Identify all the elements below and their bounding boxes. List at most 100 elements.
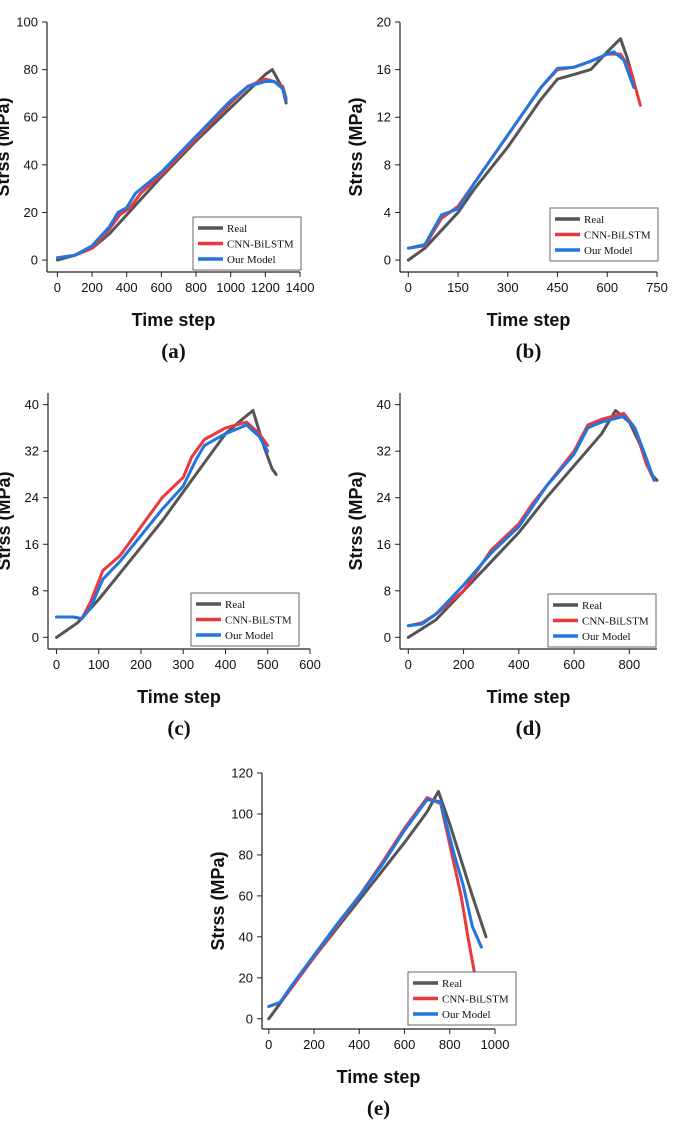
y-tick-label: 40: [24, 157, 38, 172]
panel-caption: (e): [367, 1096, 390, 1120]
legend-label-cnn: CNN-BiLSTM: [442, 994, 509, 1006]
y-tick-label: 0: [32, 630, 39, 645]
legend-label-cnn: CNN-BiLSTM: [227, 239, 294, 251]
chart-e: 0 200 400 600 800 1000 0 20 40 60 80 100 120 Time ste…: [208, 766, 517, 1120]
y-tick-label: 8: [384, 157, 391, 172]
legend-label-real: Real: [225, 599, 245, 611]
legend-label-cnn: CNN-BiLSTM: [225, 615, 292, 627]
legend: Real CNN-BiLSTM Our Model: [190, 592, 300, 647]
x-tick-label: 200: [130, 657, 152, 672]
x-tick-label: 800: [185, 280, 207, 295]
series-line-ours: [406, 50, 636, 250]
x-tick-label: 200: [303, 1037, 325, 1052]
y-tick-label: 32: [377, 444, 391, 459]
y-tick-label: 24: [25, 490, 39, 505]
y-tick-label: 8: [384, 583, 391, 598]
y-tick-label: 0: [384, 253, 391, 268]
chart-d: 0 200 400 600 800 0 8 16 24 32 40 Time step Strss (M…: [346, 393, 659, 740]
y-tick-label: 12: [377, 110, 391, 125]
x-tick-label: 400: [215, 657, 237, 672]
x-tick-label: 600: [394, 1037, 416, 1052]
x-tick-label: 500: [257, 657, 279, 672]
series-line-ours: [55, 423, 270, 621]
y-axis-label: Strss (MPa): [0, 471, 14, 570]
x-tick-label: 300: [497, 280, 519, 295]
x-axis-label: Time step: [337, 1067, 421, 1087]
chart-b: 0 150 300 450 600 750 0 4 8 12 16 20 Time step Strss …: [346, 15, 668, 364]
y-tick-label: 0: [31, 253, 38, 268]
x-tick-label: 200: [453, 657, 475, 672]
x-tick-label: 1400: [286, 280, 315, 295]
x-axis-label: Time step: [137, 687, 221, 707]
legend: Real CNN-BiLSTM Our Model: [547, 593, 657, 648]
x-tick-label: 200: [81, 280, 103, 295]
y-tick-label: 0: [384, 630, 391, 645]
x-tick-label: 600: [596, 280, 618, 295]
x-tick-label: 1000: [216, 280, 245, 295]
y-tick-label: 40: [239, 929, 253, 944]
x-tick-label: 600: [151, 280, 173, 295]
y-tick-label: 24: [377, 490, 391, 505]
series-line-real: [406, 37, 636, 262]
legend-label-real: Real: [227, 223, 247, 235]
y-tick-label: 16: [25, 537, 39, 552]
y-tick-label: 0: [246, 1011, 253, 1026]
x-tick-label: 150: [447, 280, 469, 295]
x-tick-label: 400: [508, 657, 530, 672]
y-tick-label: 16: [377, 62, 391, 77]
x-tick-label: 100: [88, 657, 110, 672]
x-tick-label: 0: [53, 657, 60, 672]
x-axis-label: Time step: [487, 687, 571, 707]
x-tick-label: 0: [265, 1037, 272, 1052]
x-tick-label: 0: [54, 280, 61, 295]
y-tick-label: 16: [377, 537, 391, 552]
x-tick-label: 0: [405, 280, 412, 295]
chart-a: 0 200 400 600 800 1000 1200 1400 0 20 40 60 80 100 Tim…: [0, 15, 315, 364]
panel-caption: (d): [516, 716, 542, 740]
x-axis-label: Time step: [487, 310, 571, 330]
y-tick-label: 60: [239, 888, 253, 903]
chart-c: 0 100 200 300 400 500 600 0 8 16 24 32 40 Time step St…: [0, 393, 321, 740]
legend-label-real: Real: [442, 978, 462, 990]
x-tick-label: 800: [619, 657, 641, 672]
legend: Real CNN-BiLSTM Our Model: [407, 971, 517, 1026]
y-tick-label: 20: [239, 970, 253, 985]
y-tick-label: 40: [377, 397, 391, 412]
legend-label-ours: Our Model: [225, 630, 274, 642]
y-tick-label: 100: [16, 15, 38, 30]
x-tick-label: 300: [172, 657, 194, 672]
y-tick-label: 4: [384, 205, 391, 220]
legend-label-ours: Our Model: [584, 245, 633, 257]
x-tick-label: 600: [563, 657, 585, 672]
legend: Real CNN-BiLSTM Our Model: [192, 216, 302, 271]
y-axis-label: Strss (MPa): [208, 851, 228, 950]
y-tick-label: 20: [24, 205, 38, 220]
legend-label-ours: Our Model: [582, 631, 631, 643]
x-tick-label: 800: [439, 1037, 461, 1052]
y-axis-label: Strss (MPa): [346, 97, 366, 196]
panel-caption: (c): [167, 716, 190, 740]
legend-label-real: Real: [582, 600, 602, 612]
y-tick-label: 80: [239, 847, 253, 862]
panel-caption: (b): [516, 339, 542, 363]
legend-label-cnn: CNN-BiLSTM: [582, 616, 649, 628]
y-tick-label: 60: [24, 110, 38, 125]
y-axis-label: Strss (MPa): [0, 97, 13, 196]
x-tick-label: 400: [348, 1037, 370, 1052]
x-tick-label: 400: [116, 280, 138, 295]
legend-label-cnn: CNN-BiLSTM: [584, 230, 651, 242]
panel-caption: (a): [161, 339, 186, 363]
y-tick-label: 80: [24, 62, 38, 77]
y-tick-label: 20: [377, 15, 391, 30]
y-tick-label: 40: [25, 397, 39, 412]
y-tick-label: 100: [231, 806, 253, 821]
x-tick-label: 750: [646, 280, 668, 295]
series-line-ours: [55, 80, 288, 260]
legend-label-ours: Our Model: [442, 1009, 491, 1021]
legend-label-real: Real: [584, 214, 604, 226]
y-axis-label: Strss (MPa): [346, 471, 366, 570]
x-tick-label: 1000: [481, 1037, 510, 1052]
legend: Real CNN-BiLSTM Our Model: [549, 207, 659, 262]
y-tick-label: 32: [25, 444, 39, 459]
series-line-ours: [406, 414, 656, 628]
